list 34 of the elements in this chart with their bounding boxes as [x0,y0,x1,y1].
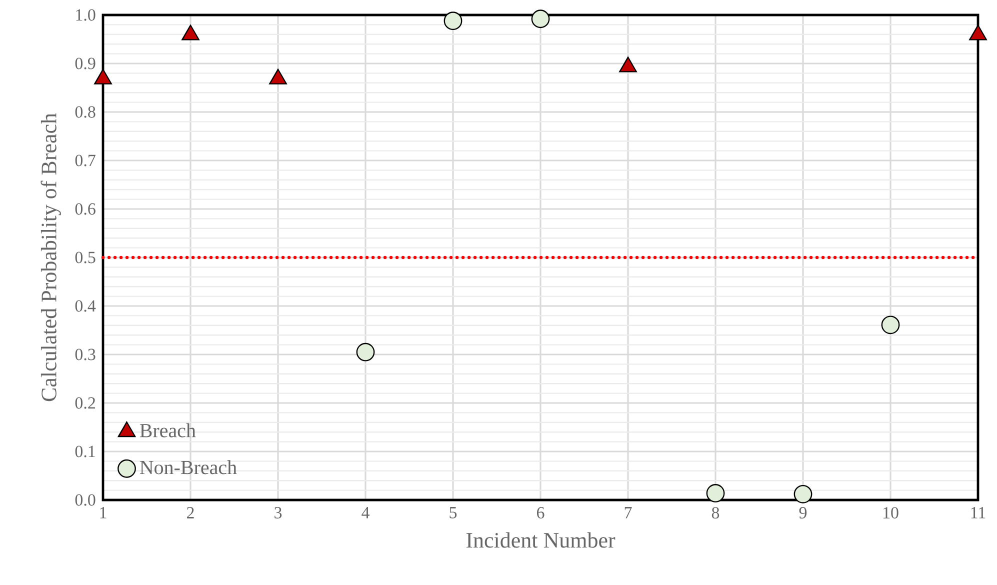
x-tick-label: 3 [274,507,282,518]
x-tick-label: 2 [187,507,194,518]
x-tick-label: 1 [100,507,106,518]
x-tick-label: 10 [884,507,898,519]
point [619,56,637,72]
legend-label: Breach [140,423,196,438]
y-tick-label: 1.0 [76,9,96,21]
y-tick-label: 0.3 [75,348,96,360]
y-tick-label: 0.1 [75,446,95,458]
y-tick-label: 0.8 [75,106,96,118]
x-tick-label: 6 [536,507,544,518]
point [182,24,200,40]
x-tick-label: 4 [362,507,370,518]
y-tick-label: 0.0 [75,494,96,506]
y-tick-label: 0.4 [75,300,96,312]
y-axis-title: Calculated Probability of Breach [40,113,61,402]
x-tick-label: 5 [450,507,457,518]
y-tick-label: 0.6 [75,203,96,215]
y-tick-label: 0.9 [75,58,96,70]
x-tick-label: 9 [799,507,807,518]
point [881,316,900,334]
x-tick-label: 11 [971,507,986,518]
point [794,484,812,504]
y-tick-label: 0.5 [75,252,96,264]
point [94,68,112,84]
x-tick-label: 7 [624,507,632,518]
y-tick-label: 0.2 [75,397,95,409]
point [269,68,287,84]
y-tick-label: 0.7 [75,154,96,166]
x-axis-title: Incident Number [466,532,616,548]
point [356,342,375,362]
legend-label: Non-Breach [140,460,237,474]
point [706,484,725,502]
x-tick-label: 8 [712,507,720,519]
